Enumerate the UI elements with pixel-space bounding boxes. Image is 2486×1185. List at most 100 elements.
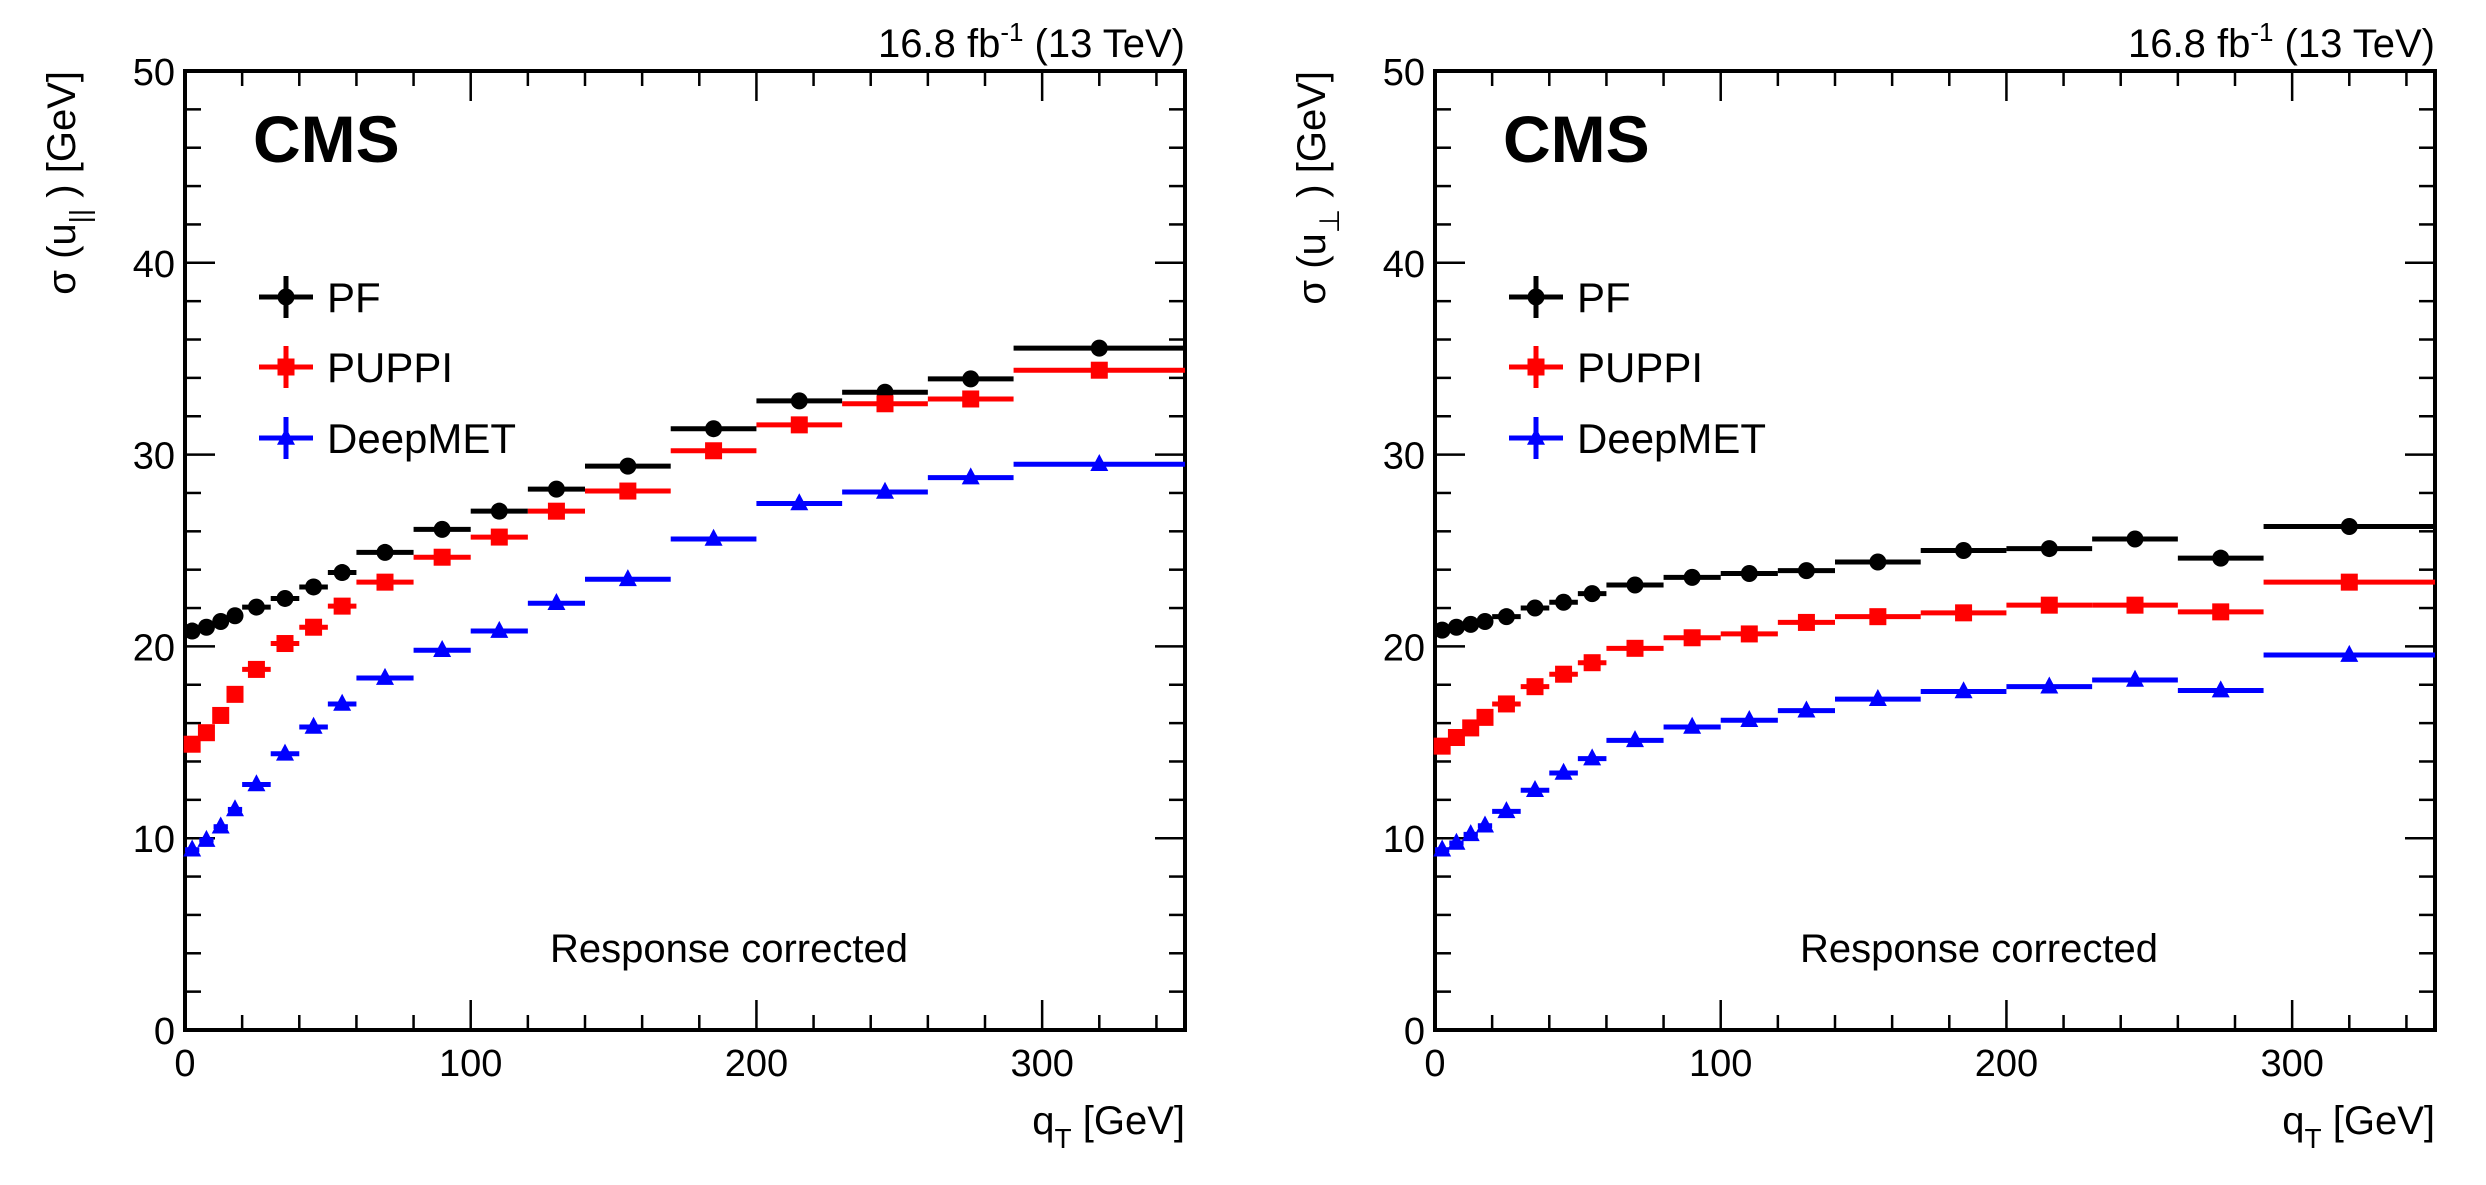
y-tick-label: 20 — [133, 627, 175, 669]
data-point — [226, 607, 244, 625]
lumi-label: 16.8 fb-1 (13 TeV) — [2128, 17, 2435, 66]
lumi-value: 16.8 fb — [2128, 22, 2250, 66]
series-deepmet — [183, 453, 1185, 857]
data-point — [212, 706, 230, 724]
data-point — [2040, 596, 2058, 614]
data-point — [1583, 748, 1602, 766]
data-point — [2212, 549, 2230, 567]
legend: PF PUPPI DeepMET — [1509, 274, 1766, 462]
data-point — [705, 420, 723, 438]
series-puppi — [183, 361, 1185, 753]
data-point — [1626, 576, 1644, 594]
data-point — [226, 799, 244, 817]
data-point — [376, 543, 394, 561]
data-point — [1462, 719, 1480, 737]
data-point — [1868, 688, 1887, 706]
data-point — [1797, 562, 1815, 580]
data-point — [1433, 621, 1451, 639]
annotation-text: Response corrected — [550, 927, 908, 971]
data-point — [2040, 676, 2059, 694]
data-point — [1447, 618, 1465, 636]
data-point — [304, 716, 323, 734]
data-point — [376, 573, 394, 591]
legend-entry-deepmet: DeepMET — [259, 415, 516, 462]
data-point — [1555, 665, 1573, 683]
data-point — [705, 442, 723, 460]
x-tick-label: 100 — [439, 1043, 502, 1085]
x-axis-title-unit: [GeV] — [2322, 1099, 2435, 1143]
data-point — [1955, 542, 1973, 559]
legend-marker-triangle-icon — [277, 427, 295, 445]
data-point — [1433, 737, 1451, 755]
x-tick-label: 200 — [725, 1043, 788, 1085]
y-axis-title-suffix: ) [GeV] — [40, 71, 84, 209]
x-axis-title: qT [GeV] — [1032, 1099, 1185, 1154]
data-point — [1626, 639, 1644, 657]
data-point — [333, 597, 351, 615]
data-point — [1447, 729, 1465, 747]
y-axis-title-sub: ⊥ — [1314, 209, 1345, 233]
data-point — [1526, 599, 1544, 617]
legend-marker-triangle-icon — [1527, 427, 1545, 445]
data-point — [226, 685, 244, 703]
data-point — [333, 693, 352, 711]
data-point — [961, 467, 980, 485]
legend-marker-circle-icon — [1527, 288, 1545, 306]
y-axis-title-prefix: σ (u — [40, 223, 84, 294]
data-point — [247, 774, 266, 792]
data-point — [433, 640, 452, 658]
plot-frame — [1433, 69, 2437, 1032]
data-point — [1683, 716, 1702, 734]
x-tick-label: 0 — [1424, 1043, 1445, 1085]
data-point — [490, 502, 508, 520]
lumi-label: 16.8 fb-1 (13 TeV) — [878, 17, 1185, 66]
x-tick-label: 300 — [1010, 1043, 1073, 1085]
data-point — [1476, 815, 1494, 833]
x-axis-title-unit: [GeV] — [1072, 1099, 1185, 1143]
data-point — [1955, 604, 1973, 622]
data-point — [276, 589, 294, 607]
data-point — [704, 528, 723, 546]
data-point — [305, 618, 323, 636]
data-point — [790, 493, 809, 511]
data-point — [490, 528, 508, 546]
data-point — [183, 735, 201, 753]
data-point — [433, 520, 451, 538]
data-point — [433, 548, 451, 566]
data-point — [2340, 644, 2359, 662]
data-point — [1497, 695, 1515, 713]
legend-entry-deepmet: DeepMET — [1509, 415, 1766, 462]
y-tick-label: 40 — [1383, 244, 1425, 286]
data-point — [333, 564, 351, 582]
legend-label: PF — [327, 274, 381, 321]
y-tick-label: 30 — [133, 436, 175, 478]
annotation-text: Response corrected — [1800, 927, 2158, 971]
legend-label: PUPPI — [327, 344, 453, 391]
lumi-value: 16.8 fb — [878, 22, 1000, 66]
x-tick-label: 100 — [1689, 1043, 1752, 1085]
data-point — [547, 480, 565, 498]
right-panel: 0 100 200 300 0 10 20 30 40 50 qT [GeV] σ (u⊥ ) [Ge… — [1290, 17, 2437, 1154]
data-point — [1526, 678, 1544, 696]
lumi-suffix: (13 TeV) — [2273, 22, 2435, 66]
series-deepmet — [1433, 644, 2435, 857]
data-point — [1476, 612, 1494, 630]
data-point — [1497, 608, 1515, 626]
left-panel: 0 100 200 300 0 10 20 30 40 50 qT [GeV] σ (u|| ) [G… — [40, 17, 1187, 1154]
data-point — [490, 620, 509, 638]
data-point — [1740, 710, 1759, 728]
series-pf — [1433, 518, 2435, 639]
legend-entry-pf: PF — [259, 274, 381, 321]
y-axis-title-prefix: σ (u — [1290, 233, 1334, 304]
data-point — [376, 667, 394, 685]
y-tick-label: 20 — [1383, 627, 1425, 669]
plot-frame — [183, 69, 1187, 1032]
data-point — [1583, 654, 1601, 672]
data-point — [1433, 839, 1452, 857]
x-tick-label: 300 — [2260, 1043, 2323, 1085]
experiment-label: CMS — [253, 102, 400, 176]
x-axis-title: qT [GeV] — [2282, 1099, 2435, 1154]
data-point — [547, 502, 565, 520]
data-point — [619, 457, 637, 475]
